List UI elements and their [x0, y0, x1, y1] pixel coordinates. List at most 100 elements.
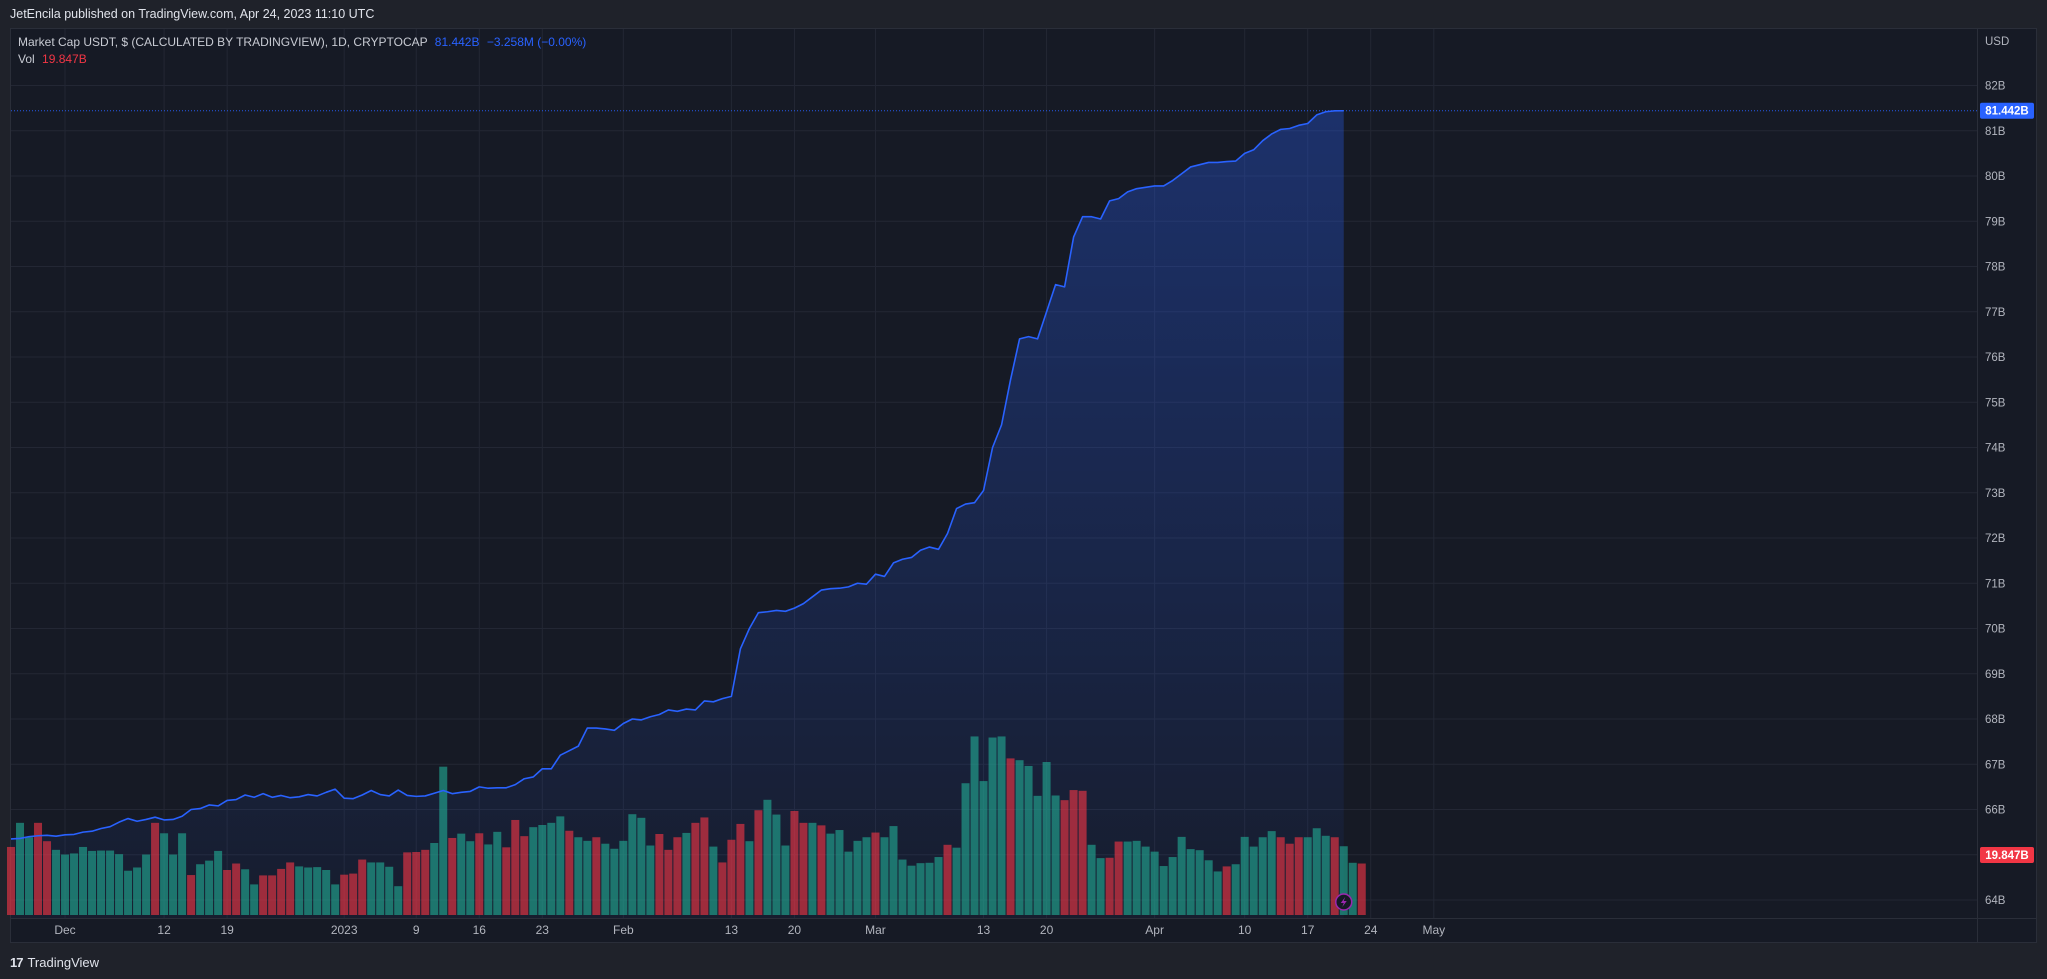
volume-bar-up [1033, 795, 1042, 915]
volume-bar-down [421, 849, 430, 915]
volume-bar-down [700, 817, 709, 915]
volume-bar-down [1006, 758, 1015, 915]
volume-bar-up [628, 814, 637, 915]
legend-symbol[interactable]: Market Cap USDT, $ (CALCULATED BY TRADIN… [18, 35, 428, 49]
legend-change: −3.258M (−0.00%) [486, 35, 587, 49]
legend-vol-value: 19.847B [42, 52, 87, 66]
y-tick-label: 69B [1985, 669, 2006, 681]
volume-bar-up [808, 822, 817, 915]
volume-bar-down [664, 849, 673, 915]
volume-bar-up [160, 833, 169, 915]
volume-bar-down [349, 873, 358, 915]
last-volume-badge [1980, 847, 2034, 863]
x-tick-label: Dec [54, 923, 75, 937]
volume-bar-down [754, 810, 763, 915]
volume-bar-up [16, 822, 25, 915]
volume-bar-up [745, 841, 754, 915]
volume-bar-up [367, 862, 376, 915]
price-line [10, 109, 1344, 840]
y-tick-label: 64B [1985, 895, 2006, 907]
volume-bar-down [565, 830, 574, 915]
volume-bar-down [277, 868, 286, 915]
volume-bar-up [331, 884, 340, 915]
volume-bar-up [538, 825, 547, 915]
volume-bar-down [448, 837, 457, 915]
volume-bar-down [268, 875, 277, 915]
volume-bar-up [961, 783, 970, 915]
volume-bar-up [1321, 835, 1330, 915]
volume-bar-down [286, 862, 295, 915]
top-bar: JetEncila published on TradingView.com, … [0, 0, 2047, 28]
x-tick-label: 20 [788, 923, 802, 937]
volume-bar-up [322, 870, 331, 915]
volume-bar-up [241, 869, 250, 915]
y-tick-label: 73B [1985, 488, 2006, 500]
volume-bar-up [1015, 760, 1024, 915]
volume-bar-up [916, 863, 925, 915]
volume-bar-up [709, 846, 718, 915]
y-tick-label: 67B [1985, 759, 2006, 771]
volume-bar-up [529, 827, 538, 915]
volume-bar-down [871, 832, 880, 915]
x-tick-label: 20 [1040, 923, 1054, 937]
volume-bar-down [1060, 800, 1069, 915]
y-tick-label: 77B [1985, 307, 2006, 319]
x-tick-label: 9 [413, 923, 420, 937]
x-tick-label: May [1422, 923, 1445, 937]
volume-bar-down [1069, 790, 1078, 915]
volume-bar-up [1159, 866, 1168, 915]
volume-bar-down [259, 875, 268, 915]
x-tick-label: 10 [1238, 923, 1252, 937]
chart-legend: Market Cap USDT, $ (CALCULATED BY TRADIN… [18, 34, 586, 68]
volume-bar-up [970, 736, 979, 915]
legend-volume-row: Vol 19.847B [18, 51, 586, 68]
volume-bar-up [70, 853, 79, 915]
volume-bar-up [862, 837, 871, 915]
volume-bar-down [1357, 863, 1366, 915]
volume-bar-up [601, 843, 610, 915]
volume-bar-up [682, 832, 691, 915]
volume-bar-up [1303, 837, 1312, 915]
volume-bar-up [439, 766, 448, 915]
volume-bar-up [556, 816, 565, 915]
tradingview-logo[interactable]: 17 TradingView [10, 955, 99, 970]
volume-bar-up [1177, 836, 1186, 915]
legend-vol-label[interactable]: Vol [18, 52, 35, 66]
volume-bar-up [637, 817, 646, 915]
y-tick-label: 74B [1985, 443, 2006, 455]
volume-bar-up [619, 840, 628, 915]
volume-bar-up [169, 854, 178, 915]
volume-bar-up [952, 847, 961, 915]
volume-bar-up [1339, 846, 1348, 915]
x-tick-label: 17 [1301, 923, 1315, 937]
volume-bar-up [61, 854, 70, 915]
volume-bar-down [790, 810, 799, 915]
volume-bar-up [115, 854, 124, 915]
x-tick-label: 16 [473, 923, 487, 937]
y-tick-label: 82B [1985, 81, 2006, 93]
volume-bar-up [1132, 840, 1141, 915]
volume-bar-up [1150, 851, 1159, 915]
volume-bar-up [907, 865, 916, 915]
volume-bar-down [673, 837, 682, 915]
tradingview-logo-icon: 17 [10, 955, 24, 970]
volume-bar-up [925, 862, 934, 915]
volume-bar-up [250, 884, 259, 915]
volume-bar-up [304, 867, 313, 915]
volume-bar-down [475, 833, 484, 915]
volume-bar-up [178, 833, 187, 915]
volume-bar-up [610, 848, 619, 915]
volume-bar-up [844, 851, 853, 915]
volume-bar-down [1294, 837, 1303, 915]
area-fill [11, 110, 1344, 918]
volume-bar-up [547, 822, 556, 915]
volume-bar-up [196, 864, 205, 915]
volume-bar-up [979, 781, 988, 915]
volume-bar-up [835, 830, 844, 915]
volume-bar-up [1258, 837, 1267, 915]
volume-bar-up [466, 841, 475, 915]
volume-bar-down [340, 874, 349, 915]
y-tick-label: 79B [1985, 216, 2006, 228]
volume-bar-down [43, 841, 52, 915]
